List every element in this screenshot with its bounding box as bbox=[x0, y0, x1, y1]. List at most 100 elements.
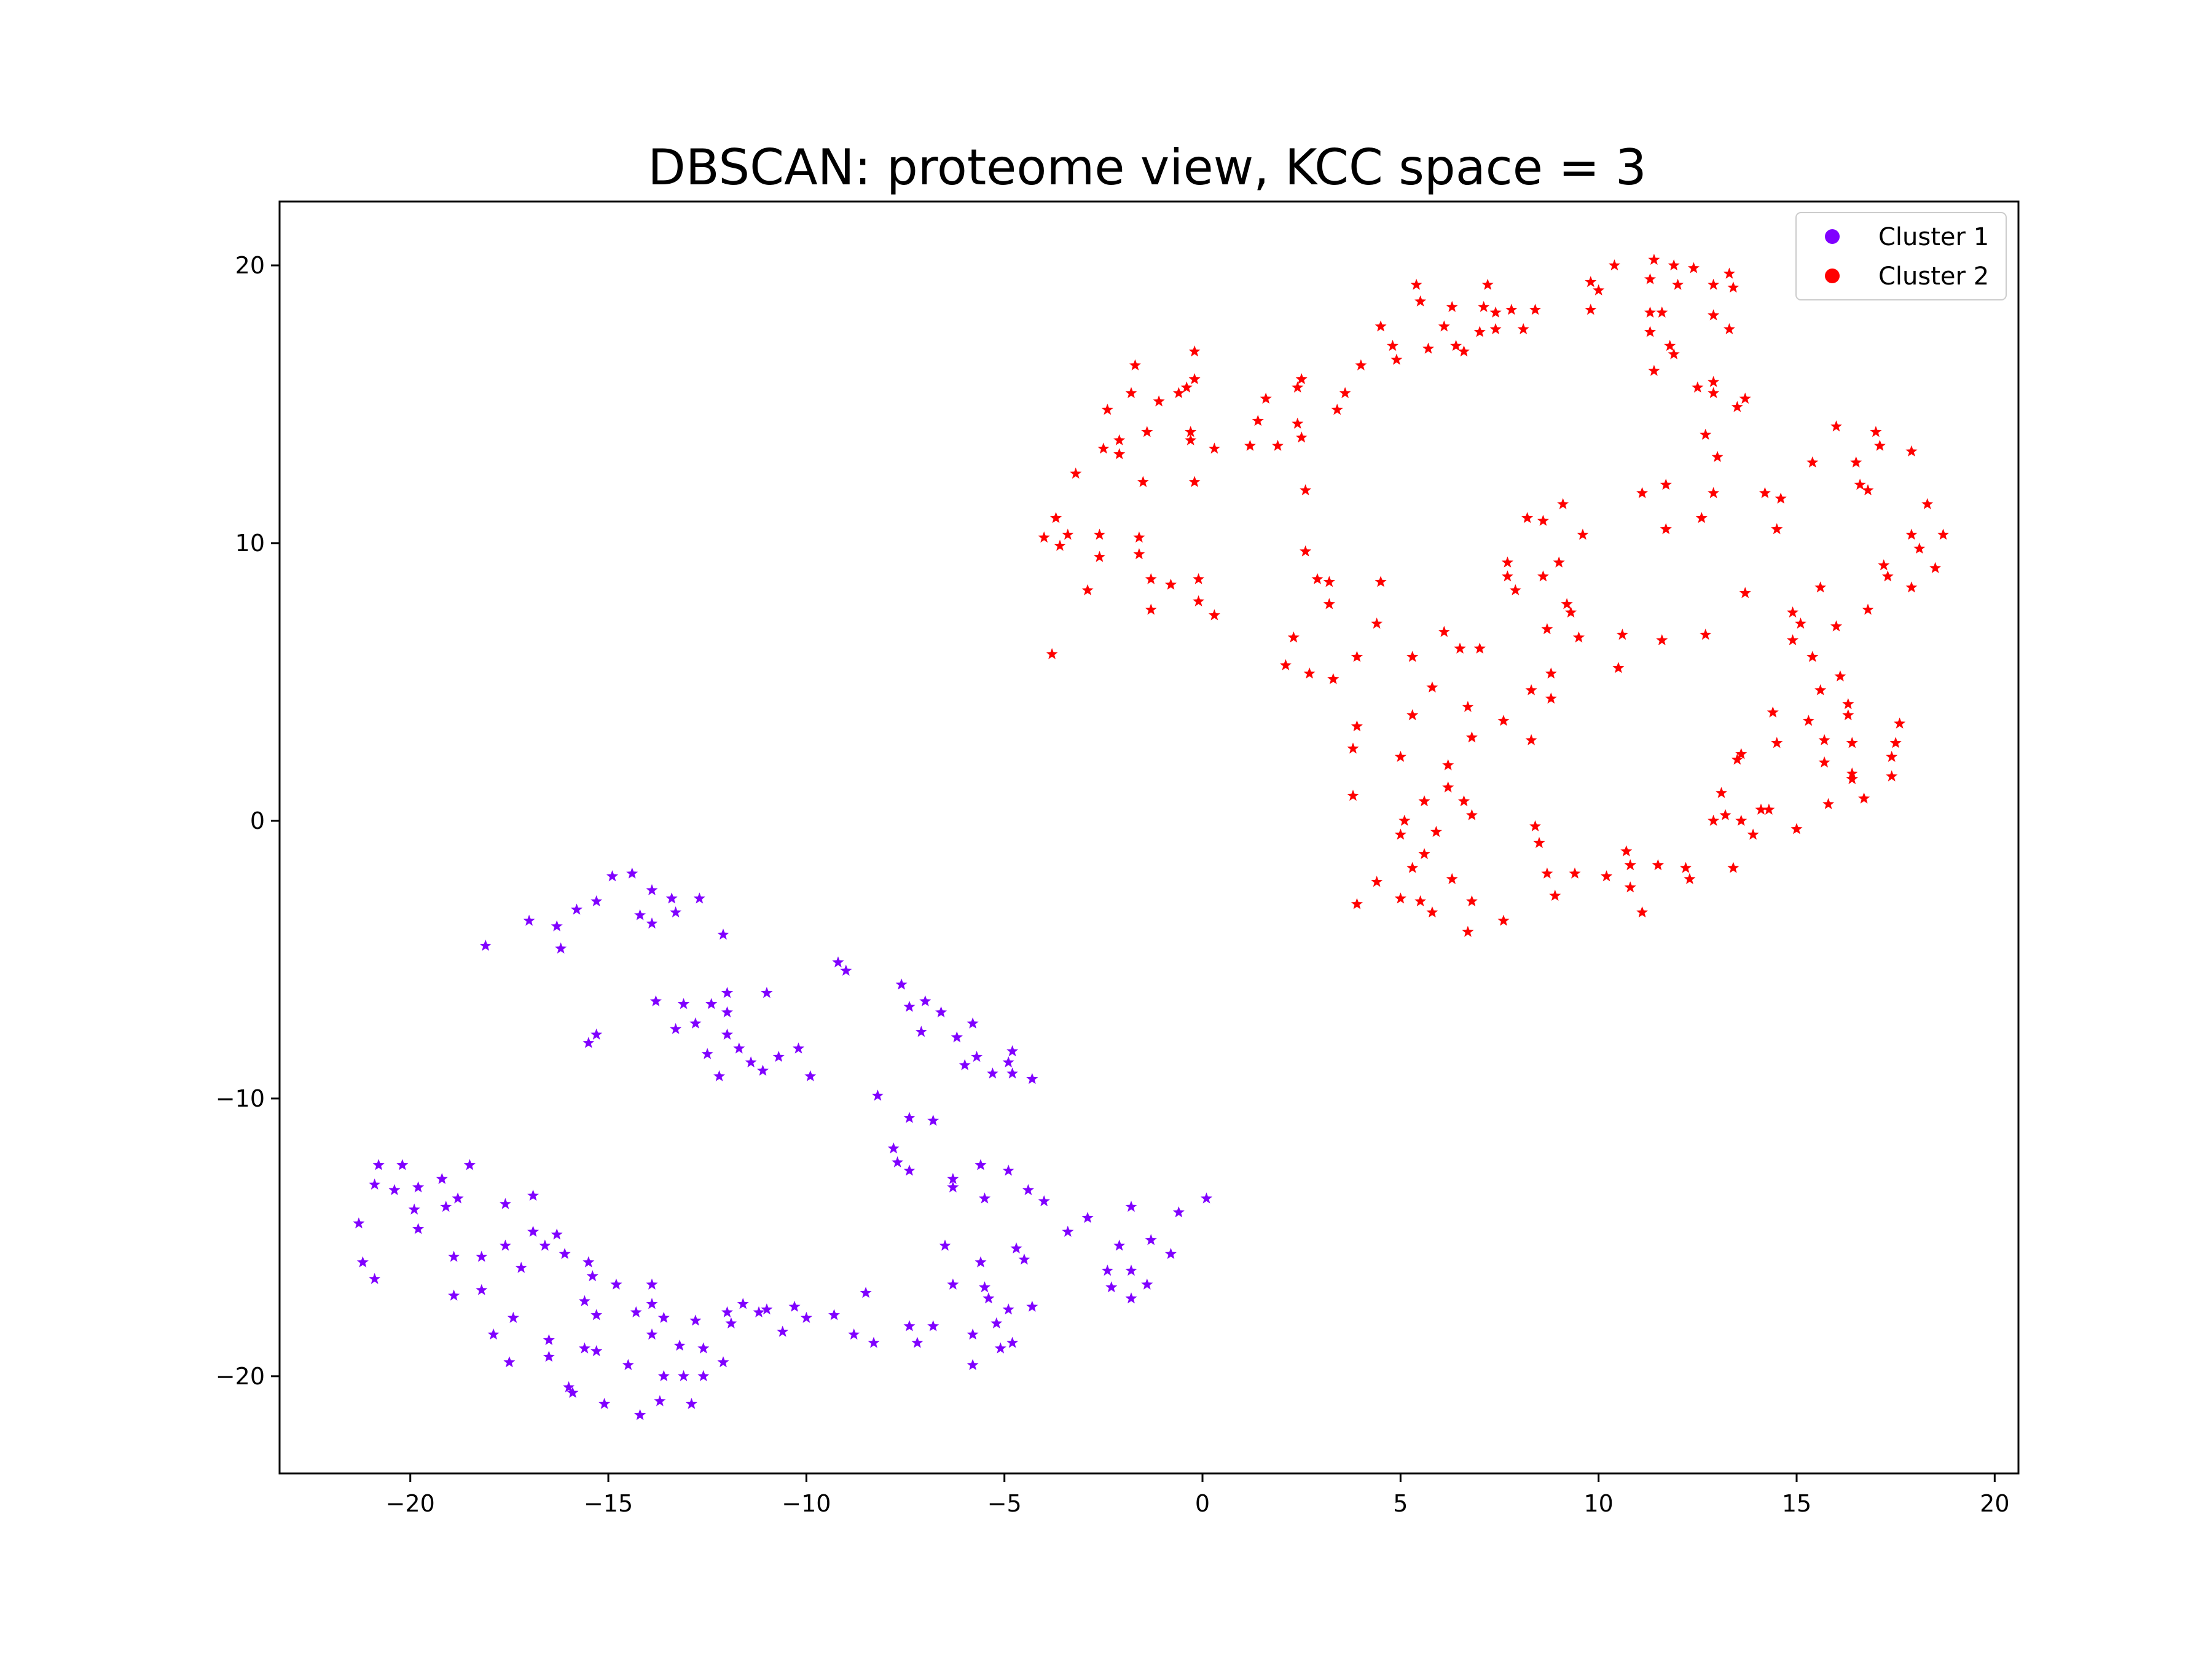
data-point bbox=[1418, 795, 1430, 807]
data-point bbox=[1105, 1281, 1118, 1293]
data-point bbox=[1050, 512, 1062, 524]
data-point bbox=[678, 998, 690, 1010]
data-point bbox=[979, 1192, 990, 1204]
data-point bbox=[1101, 1265, 1113, 1276]
data-point bbox=[705, 998, 718, 1010]
data-point bbox=[1006, 1045, 1019, 1057]
data-point bbox=[1390, 353, 1403, 365]
data-point bbox=[800, 1311, 812, 1323]
data-point bbox=[1026, 1300, 1038, 1312]
data-point bbox=[1295, 431, 1308, 443]
data-point bbox=[777, 1325, 789, 1337]
data-point bbox=[1462, 700, 1474, 712]
data-point bbox=[1937, 528, 1949, 540]
data-point bbox=[1323, 598, 1335, 610]
points-layer bbox=[353, 253, 1949, 1421]
data-point bbox=[657, 1311, 670, 1323]
data-point bbox=[721, 1306, 733, 1317]
data-point bbox=[1731, 401, 1743, 412]
x-tick-label: −10 bbox=[782, 1490, 831, 1517]
data-point bbox=[1585, 276, 1597, 288]
data-point bbox=[487, 1328, 500, 1340]
x-tick-label: −15 bbox=[584, 1490, 633, 1517]
data-point bbox=[915, 1026, 927, 1037]
data-point bbox=[1747, 828, 1759, 840]
data-point bbox=[1660, 479, 1672, 490]
data-point bbox=[1612, 662, 1625, 673]
series-cluster-2 bbox=[1038, 253, 1949, 937]
data-point bbox=[448, 1289, 460, 1301]
data-point bbox=[657, 1370, 670, 1381]
data-point bbox=[1185, 434, 1197, 445]
data-point bbox=[1692, 381, 1704, 393]
data-point bbox=[1323, 576, 1335, 587]
data-point bbox=[673, 1339, 686, 1351]
data-point bbox=[1889, 737, 1902, 748]
data-point bbox=[356, 1256, 369, 1268]
data-point bbox=[372, 1159, 385, 1171]
data-point bbox=[887, 1142, 900, 1154]
data-point bbox=[1818, 756, 1830, 768]
data-point bbox=[678, 1370, 690, 1381]
data-point bbox=[1905, 581, 1918, 593]
data-point bbox=[598, 1398, 611, 1410]
data-point bbox=[1279, 659, 1292, 670]
data-point bbox=[1644, 273, 1656, 284]
data-point bbox=[670, 1022, 682, 1034]
data-point bbox=[1478, 300, 1490, 312]
data-point bbox=[971, 1051, 983, 1062]
data-point bbox=[1125, 1292, 1137, 1304]
data-point bbox=[733, 1042, 745, 1054]
y-tick-label: 10 bbox=[235, 530, 265, 557]
data-point bbox=[1093, 528, 1105, 540]
data-point bbox=[1398, 814, 1411, 826]
data-point bbox=[721, 1028, 733, 1040]
y-axis: 20 10 0 −10 −20 bbox=[216, 252, 280, 1390]
data-point bbox=[1046, 648, 1058, 659]
data-point bbox=[1113, 434, 1126, 445]
data-point bbox=[582, 1256, 595, 1268]
data-point bbox=[527, 1225, 539, 1237]
data-point bbox=[1188, 345, 1201, 357]
data-point bbox=[1454, 642, 1466, 654]
data-point bbox=[979, 1281, 990, 1293]
data-point bbox=[646, 1298, 658, 1309]
data-point bbox=[1680, 861, 1692, 873]
data-point bbox=[1164, 1247, 1177, 1259]
data-point bbox=[1708, 814, 1720, 826]
data-point bbox=[1727, 281, 1739, 293]
data-point bbox=[761, 1303, 773, 1315]
data-point bbox=[1125, 386, 1137, 398]
data-point bbox=[1164, 578, 1177, 590]
legend-label-cluster-1: Cluster 1 bbox=[1878, 223, 1989, 251]
data-point bbox=[586, 1270, 598, 1282]
data-point bbox=[1414, 895, 1427, 906]
data-point bbox=[1517, 323, 1529, 334]
data-point bbox=[578, 1295, 590, 1306]
data-point bbox=[559, 1247, 571, 1259]
data-point bbox=[1616, 629, 1628, 640]
data-point bbox=[1145, 603, 1157, 615]
data-point bbox=[1113, 1239, 1126, 1251]
data-point bbox=[1790, 823, 1803, 834]
data-point bbox=[1700, 428, 1712, 440]
data-point bbox=[1533, 837, 1545, 849]
data-point bbox=[1489, 306, 1502, 318]
data-point bbox=[1684, 873, 1696, 884]
data-point bbox=[448, 1250, 460, 1262]
data-point bbox=[1133, 531, 1145, 543]
data-point bbox=[1830, 620, 1842, 632]
data-point bbox=[1541, 867, 1553, 879]
data-point bbox=[555, 942, 567, 954]
data-point bbox=[1735, 814, 1747, 826]
data-point bbox=[1787, 606, 1799, 618]
data-point bbox=[1125, 1265, 1137, 1276]
data-point bbox=[1862, 603, 1874, 615]
data-point bbox=[721, 987, 733, 998]
data-point bbox=[1905, 445, 1918, 457]
y-tick-label: −10 bbox=[216, 1085, 265, 1112]
data-point bbox=[1624, 881, 1636, 893]
data-point bbox=[654, 1395, 666, 1406]
legend-box bbox=[1795, 212, 2007, 300]
